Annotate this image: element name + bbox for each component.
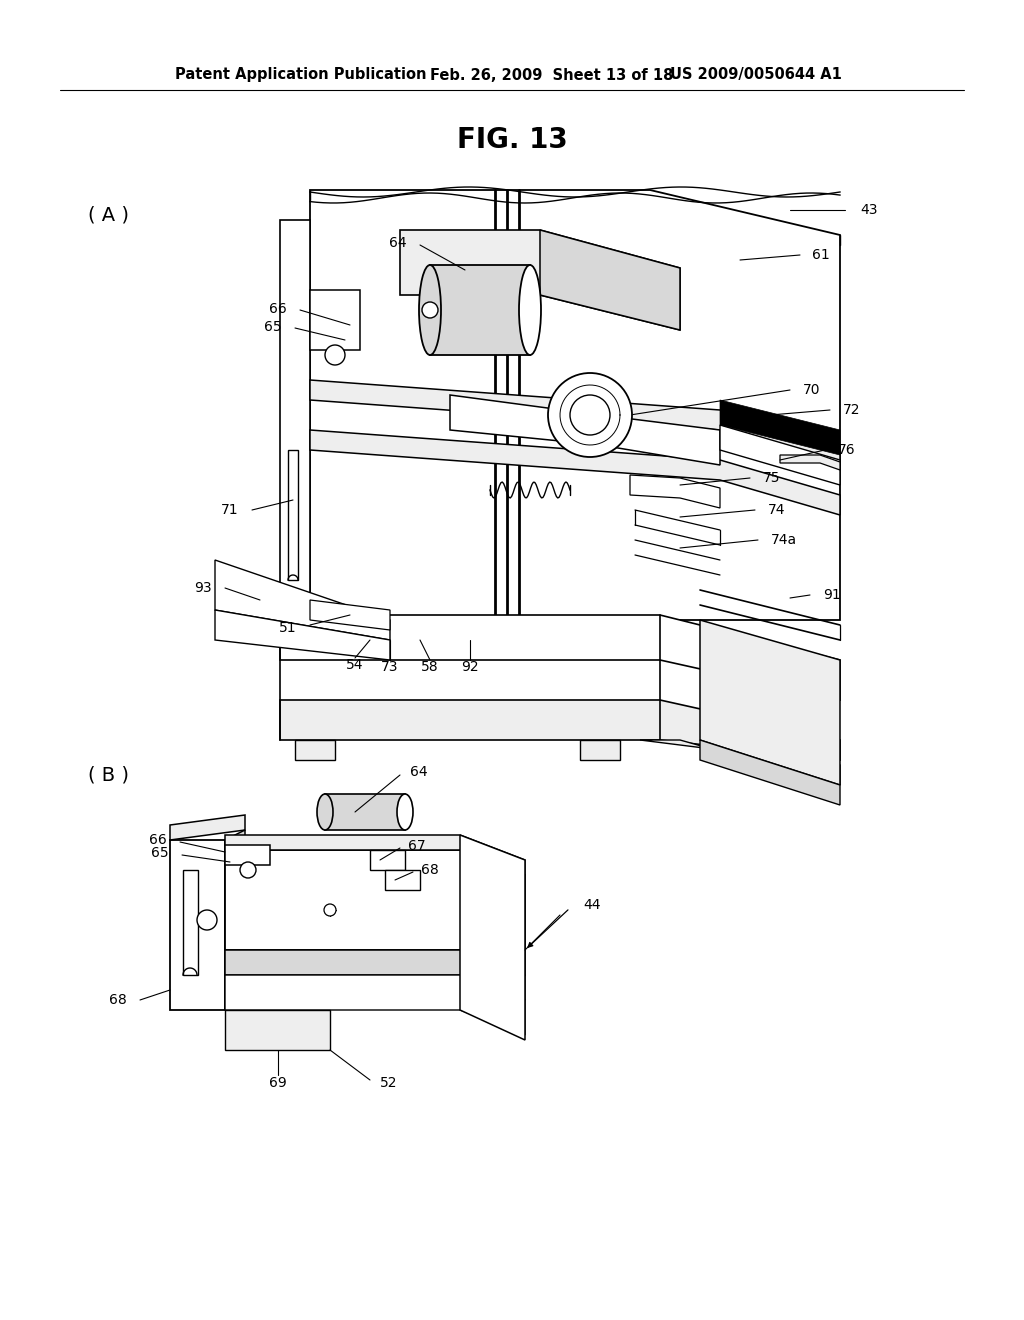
Polygon shape bbox=[295, 741, 335, 760]
Text: 68: 68 bbox=[110, 993, 127, 1007]
Polygon shape bbox=[780, 455, 840, 470]
Text: Feb. 26, 2009  Sheet 13 of 18: Feb. 26, 2009 Sheet 13 of 18 bbox=[430, 67, 674, 82]
Polygon shape bbox=[280, 700, 840, 760]
Text: 44: 44 bbox=[583, 898, 600, 912]
Text: US 2009/0050644 A1: US 2009/0050644 A1 bbox=[670, 67, 842, 82]
Polygon shape bbox=[215, 560, 390, 640]
Text: 92: 92 bbox=[461, 660, 479, 675]
Circle shape bbox=[570, 395, 610, 436]
Text: 65: 65 bbox=[264, 319, 282, 334]
Text: FIG. 13: FIG. 13 bbox=[457, 125, 567, 154]
Polygon shape bbox=[215, 610, 390, 660]
Text: ( B ): ( B ) bbox=[87, 766, 128, 784]
Circle shape bbox=[548, 374, 632, 457]
Polygon shape bbox=[170, 814, 245, 840]
Circle shape bbox=[422, 302, 438, 318]
Polygon shape bbox=[700, 741, 840, 805]
Polygon shape bbox=[460, 836, 525, 1040]
Circle shape bbox=[240, 862, 256, 878]
Text: 74: 74 bbox=[768, 503, 785, 517]
Polygon shape bbox=[225, 950, 525, 1001]
Polygon shape bbox=[225, 975, 525, 1035]
Polygon shape bbox=[370, 850, 406, 870]
Text: 51: 51 bbox=[280, 620, 297, 635]
Polygon shape bbox=[310, 430, 840, 515]
Polygon shape bbox=[720, 425, 840, 484]
Text: ( A ): ( A ) bbox=[87, 206, 128, 224]
Text: 93: 93 bbox=[195, 581, 212, 595]
Polygon shape bbox=[400, 230, 680, 330]
Text: 64: 64 bbox=[410, 766, 428, 779]
Polygon shape bbox=[310, 601, 390, 630]
Polygon shape bbox=[310, 190, 840, 620]
Polygon shape bbox=[450, 395, 720, 465]
Polygon shape bbox=[225, 845, 270, 865]
Text: 66: 66 bbox=[269, 302, 287, 315]
Polygon shape bbox=[385, 870, 420, 890]
Circle shape bbox=[197, 909, 217, 931]
Polygon shape bbox=[720, 400, 840, 455]
Polygon shape bbox=[325, 795, 406, 830]
Text: 66: 66 bbox=[150, 833, 167, 847]
Text: Patent Application Publication: Patent Application Publication bbox=[175, 67, 427, 82]
Ellipse shape bbox=[317, 795, 333, 830]
Polygon shape bbox=[580, 741, 620, 760]
Text: 68: 68 bbox=[421, 863, 438, 876]
Polygon shape bbox=[540, 230, 680, 330]
Text: 74a: 74a bbox=[771, 533, 797, 546]
Polygon shape bbox=[310, 380, 840, 465]
Polygon shape bbox=[280, 615, 840, 700]
Text: 54: 54 bbox=[346, 657, 364, 672]
Text: 65: 65 bbox=[152, 846, 169, 861]
Text: 91: 91 bbox=[823, 587, 841, 602]
Polygon shape bbox=[280, 220, 310, 615]
Polygon shape bbox=[225, 1010, 330, 1049]
Polygon shape bbox=[630, 475, 720, 508]
Text: 69: 69 bbox=[269, 1076, 287, 1090]
Text: 76: 76 bbox=[838, 444, 856, 457]
Circle shape bbox=[325, 345, 345, 366]
Text: 70: 70 bbox=[803, 383, 820, 397]
Polygon shape bbox=[700, 620, 840, 785]
Polygon shape bbox=[430, 265, 530, 355]
Polygon shape bbox=[225, 830, 245, 1010]
Text: 72: 72 bbox=[843, 403, 860, 417]
Polygon shape bbox=[170, 840, 225, 1010]
Text: 73: 73 bbox=[381, 660, 398, 675]
Text: 58: 58 bbox=[421, 660, 439, 675]
Polygon shape bbox=[183, 870, 198, 975]
Text: 75: 75 bbox=[763, 471, 780, 484]
Polygon shape bbox=[640, 741, 840, 785]
Polygon shape bbox=[288, 450, 298, 579]
Text: 64: 64 bbox=[389, 236, 407, 249]
Text: 67: 67 bbox=[408, 840, 426, 853]
Text: 43: 43 bbox=[860, 203, 878, 216]
Polygon shape bbox=[310, 290, 360, 350]
Polygon shape bbox=[225, 850, 525, 975]
Text: 61: 61 bbox=[812, 248, 829, 261]
Text: 71: 71 bbox=[221, 503, 239, 517]
Ellipse shape bbox=[419, 265, 441, 355]
Ellipse shape bbox=[397, 795, 413, 830]
Polygon shape bbox=[225, 836, 525, 875]
Circle shape bbox=[324, 904, 336, 916]
Text: 52: 52 bbox=[380, 1076, 397, 1090]
Ellipse shape bbox=[519, 265, 541, 355]
